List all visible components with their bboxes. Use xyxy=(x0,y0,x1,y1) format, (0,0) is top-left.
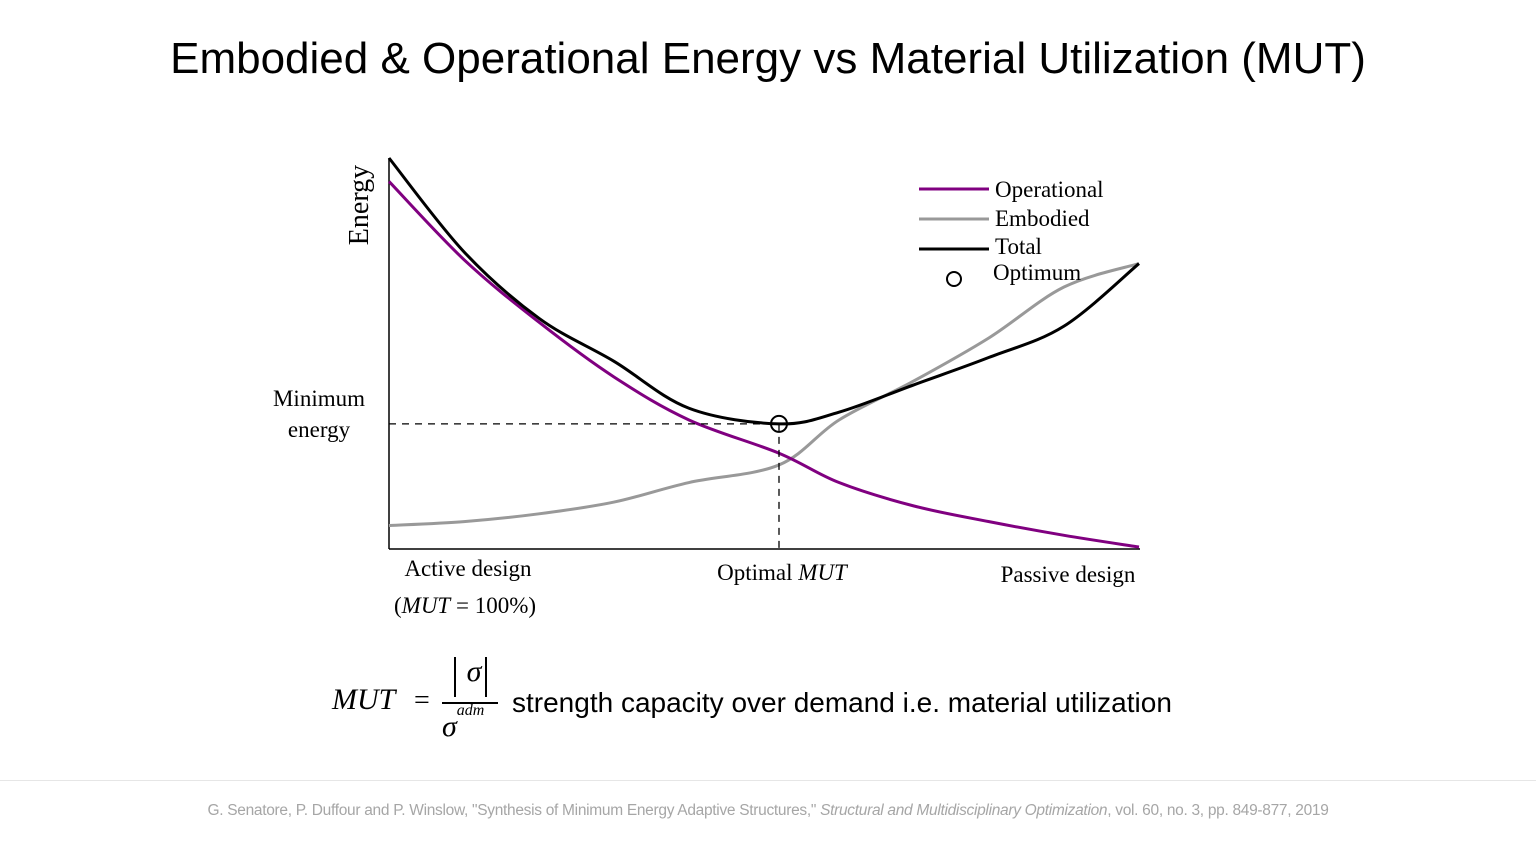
x-label-active-mut: (MUT = 100%) xyxy=(394,593,536,618)
series-line-total xyxy=(387,157,1140,426)
legend-label-optimum: Optimum xyxy=(993,260,1081,285)
energy-chart: Energy Minimum energy Active design (MUT… xyxy=(273,157,1140,618)
min-energy-label-line1: Minimum xyxy=(273,386,365,411)
formula-equals: = xyxy=(414,685,430,716)
series-line-operational xyxy=(387,180,1140,549)
formula-lhs: MUT xyxy=(332,683,396,716)
citation: G. Senatore, P. Duffour and P. Winslow, … xyxy=(207,802,1329,819)
min-energy-label-line2: energy xyxy=(288,417,351,442)
series-line-embodied xyxy=(388,262,1140,528)
y-axis-label: Energy xyxy=(344,165,375,245)
chart-axes xyxy=(388,158,1140,550)
formula-denominator: σadm xyxy=(442,702,485,743)
optimum-marker xyxy=(770,414,788,433)
legend-optimum-marker xyxy=(946,271,962,287)
footer-divider xyxy=(0,780,1536,781)
slide-title: Embodied & Operational Energy vs Materia… xyxy=(170,34,1366,83)
formula-description: strength capacity over demand i.e. mater… xyxy=(512,687,1172,718)
x-label-optimal-mut: Optimal MUT xyxy=(717,560,849,585)
x-label-active-design: Active design xyxy=(404,556,532,581)
legend: Operational Embodied Total Optimum xyxy=(919,177,1104,287)
formula-fraction-bar xyxy=(442,702,498,704)
formula-abs-left xyxy=(454,657,456,697)
legend-label-operational: Operational xyxy=(995,177,1104,202)
x-label-passive-design: Passive design xyxy=(1001,562,1136,587)
legend-label-total: Total xyxy=(995,234,1042,259)
formula-numerator: σ xyxy=(466,655,482,688)
legend-label-embodied: Embodied xyxy=(995,206,1090,231)
formula-abs-right xyxy=(485,657,487,697)
